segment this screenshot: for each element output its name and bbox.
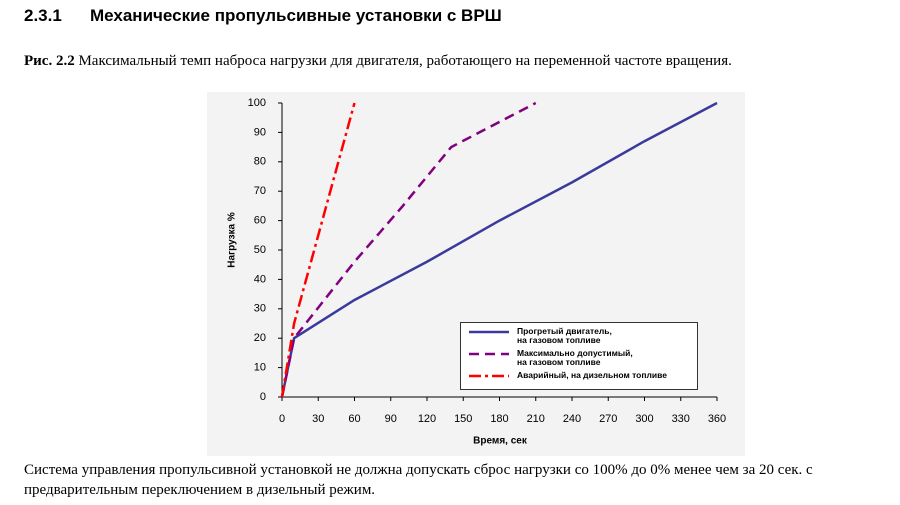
legend-label: Прогретый двигатель, на газовом топливе xyxy=(517,326,612,345)
y-axis-label: Нагрузка % xyxy=(227,212,238,268)
x-tick-label: 210 xyxy=(527,413,545,425)
legend-label: Максимально допустимый, на газовом топли… xyxy=(517,348,633,367)
y-tick-label: 0 xyxy=(260,391,266,403)
caption: Рис. 2.2 Максимальный темп наброса нагру… xyxy=(24,53,732,70)
heading-number: 2.3.1 xyxy=(24,6,62,25)
y-tick-label: 30 xyxy=(254,303,266,315)
y-tick-label: 50 xyxy=(254,244,266,256)
x-tick-label: 120 xyxy=(418,413,436,425)
x-tick-label: 0 xyxy=(279,413,285,425)
y-tick-label: 70 xyxy=(254,185,266,197)
y-tick-label: 60 xyxy=(254,215,266,227)
x-tick-label: 240 xyxy=(563,413,581,425)
x-axis-label: Время, сек xyxy=(473,436,528,447)
x-tick-label: 60 xyxy=(348,413,360,425)
heading-title: Механические пропульсивные установки с В… xyxy=(90,6,502,25)
legend: Прогретый двигатель, на газовом топливе М… xyxy=(460,322,698,390)
caption-label: Рис. 2.2 xyxy=(24,53,75,69)
y-tick-label: 80 xyxy=(254,156,266,168)
x-tick-label: 30 xyxy=(312,413,324,425)
y-tick-label: 40 xyxy=(254,273,266,285)
y-tick-label: 90 xyxy=(254,126,266,138)
x-tick-label: 90 xyxy=(385,413,397,425)
paragraph: Система управления пропульсивной установ… xyxy=(24,462,813,498)
chart-background xyxy=(207,92,745,456)
caption-text: Максимальный темп наброса нагрузки для д… xyxy=(78,53,732,69)
legend-swatches xyxy=(469,330,509,378)
x-tick-label: 150 xyxy=(454,413,472,425)
x-tick-label: 330 xyxy=(672,413,690,425)
y-tick-label: 10 xyxy=(254,362,266,374)
legend-label: Аварийный, на дизельном топливе xyxy=(517,370,667,380)
x-tick-label: 360 xyxy=(708,413,726,425)
y-tick-label: 100 xyxy=(248,97,266,109)
x-tick-label: 270 xyxy=(599,413,617,425)
series-line xyxy=(280,101,537,398)
x-tick-label: 180 xyxy=(490,413,508,425)
series-line xyxy=(280,102,356,398)
heading: 2.3.1 Механические пропульсивные установк… xyxy=(24,6,502,26)
y-tick-label: 20 xyxy=(254,332,266,344)
x-tick-label: 300 xyxy=(635,413,653,425)
series-line xyxy=(280,101,718,398)
